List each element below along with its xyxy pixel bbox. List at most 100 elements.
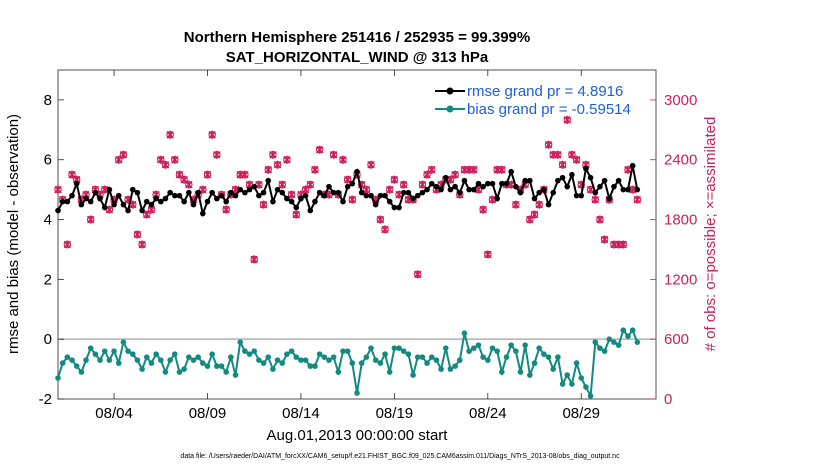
bias-point [284,351,290,357]
obs-assimilated-point [166,130,174,139]
bias-point [545,354,552,360]
bias-point [223,369,229,375]
bias-point [531,360,538,366]
legend-rmse-marker [446,87,454,95]
rmse-series [55,162,641,218]
bias-point [148,360,155,366]
rmse-point [541,186,547,193]
rmse-point [288,198,295,205]
bias-point [307,363,314,369]
bias-point [573,360,580,366]
rmse-point [349,180,356,187]
bias-point [368,345,374,351]
rmse-point [157,198,164,205]
rmse-point [611,183,617,190]
bias-point [410,372,416,378]
rmse-point [344,183,351,190]
bias-point [386,369,393,375]
obs-assimilated-point [86,215,95,224]
rmse-point [186,189,192,196]
rmse-point [139,207,145,214]
obs-assimilated-point [133,230,142,239]
bias-point [620,327,627,334]
obs-assimilated-point [418,180,427,189]
obs-assimilated-point [470,165,478,174]
bias-point [288,348,295,354]
rmse-point [606,195,613,202]
obs-assimilated-point [376,215,385,224]
obs-assimilated-point [451,170,459,179]
obs-assimilated-point [264,165,272,174]
y2-tick-label: 600 [664,331,689,348]
rmse-point [120,201,127,208]
bias-point [232,372,239,378]
rmse-point [531,195,538,202]
bias-point [87,345,94,351]
x-tick-label: 08/14 [282,405,320,422]
bias-point [358,360,365,366]
bias-point [522,342,528,348]
rmse-point [129,186,136,193]
rmse-point [452,183,458,190]
obs-assimilated-point [390,175,399,184]
rmse-point [265,177,272,184]
bias-point [611,339,617,345]
rmse-point [578,192,585,199]
bias-point [265,354,272,360]
bias-point [106,357,113,363]
rmse-point [162,195,169,202]
obs-assimilated-point [161,160,170,169]
obs-assimilated-point [222,205,230,214]
rmse-point [209,189,215,196]
obs-assimilated-point [283,155,291,164]
bias-point [111,348,117,354]
bias-point [92,351,99,357]
rmse-point [461,177,468,184]
rmse-point [270,198,276,205]
bias-point [587,393,594,399]
bias-point [442,345,449,351]
rmse-point [522,177,528,184]
bias-point [391,345,398,351]
bias-point [115,360,122,366]
rmse-point [251,183,258,190]
rmse-point [83,195,89,202]
rmse-point [153,195,159,202]
rmse-point [587,174,594,181]
y-tick-label: 4 [44,212,52,229]
rmse-point [396,204,402,211]
bias-point [433,357,440,363]
obs-assimilated-point [287,190,296,199]
bias-point [274,357,281,363]
obs-assimilated-point [628,185,637,194]
obs-assimilated-point [530,210,539,219]
x-tick-label: 08/09 [189,405,227,422]
bias-point [597,345,603,351]
obs-assimilated-point [399,180,408,189]
rmse-point [489,180,496,187]
bias-point [157,357,164,363]
rmse-point [625,186,631,193]
obs-assimilated-point [278,180,287,189]
rmse-point [228,189,234,196]
obs-assimilated-point [479,205,487,214]
bias-point [59,360,66,366]
bias-point [564,372,571,378]
bias-point [190,357,197,363]
bias-point [485,357,491,363]
rmse-point [111,201,117,208]
rmse-point [456,189,463,196]
rmse-point [293,204,300,211]
bias-point [513,348,519,354]
obs-assimilated-point [208,130,216,139]
y2-axis-label: # of obs: o=possible; ×=assimilated [702,117,719,352]
bias-point [541,351,547,357]
bias-point [270,366,276,372]
obs-assimilated-point [367,160,375,169]
bias-point [625,333,631,339]
x-tick-label: 08/04 [95,405,133,422]
bias-point [200,360,206,366]
rmse-point [232,192,239,199]
legend-bias-marker [446,105,454,113]
rmse-point [414,192,421,199]
